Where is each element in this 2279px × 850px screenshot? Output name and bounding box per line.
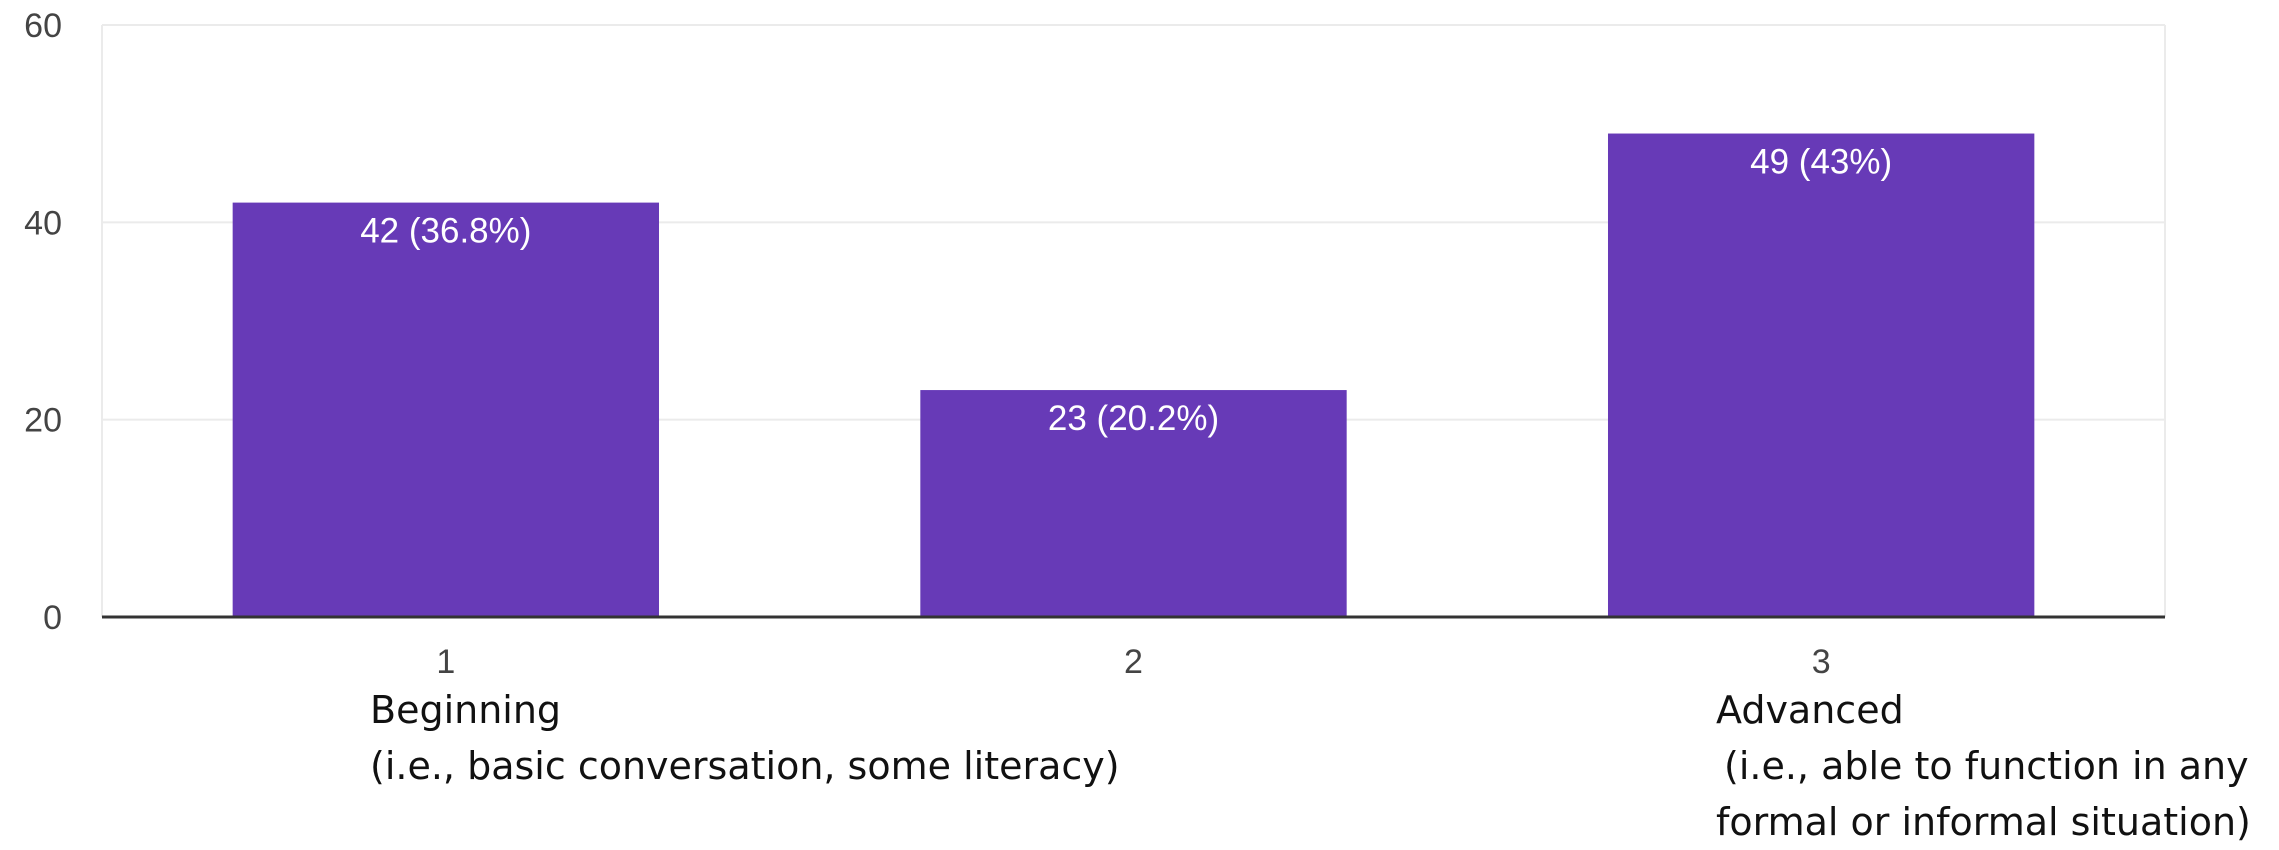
- y-tick-label: 20: [24, 402, 62, 440]
- annotation-advanced-desc-line2: formal or informal situation): [1716, 800, 2251, 844]
- annotation-advanced-desc-line1: (i.e., able to function in any: [1724, 744, 2249, 788]
- annotation-beginning: Beginning (i.e., basic conversation, som…: [370, 682, 1120, 794]
- x-tick-label: 3: [1812, 643, 1831, 681]
- bar: [1607, 133, 2035, 618]
- y-tick-label: 60: [24, 7, 62, 45]
- y-tick-label: 0: [43, 599, 62, 637]
- axes: 0 20 40 60 1 2 3: [24, 7, 2165, 681]
- x-tick-label: 2: [1124, 643, 1143, 681]
- bar-data-label: 49 (43%): [1750, 143, 1892, 182]
- annotation-advanced: Advanced (i.e., able to function in any …: [1716, 682, 2251, 850]
- bar: [232, 202, 660, 617]
- bar-data-label: 23 (20.2%): [1048, 399, 1219, 438]
- x-tick-label: 1: [436, 643, 455, 681]
- bars: [232, 133, 2035, 618]
- annotation-beginning-desc: (i.e., basic conversation, some literacy…: [370, 744, 1120, 788]
- annotation-advanced-title: Advanced: [1716, 688, 1904, 732]
- bar-data-label: 42 (36.8%): [360, 212, 531, 251]
- annotation-beginning-title: Beginning: [370, 688, 562, 732]
- bar: [920, 390, 1347, 617]
- data-labels: 42 (36.8%) 23 (20.2%) 49 (43%): [360, 143, 1892, 439]
- y-tick-label: 40: [24, 204, 62, 242]
